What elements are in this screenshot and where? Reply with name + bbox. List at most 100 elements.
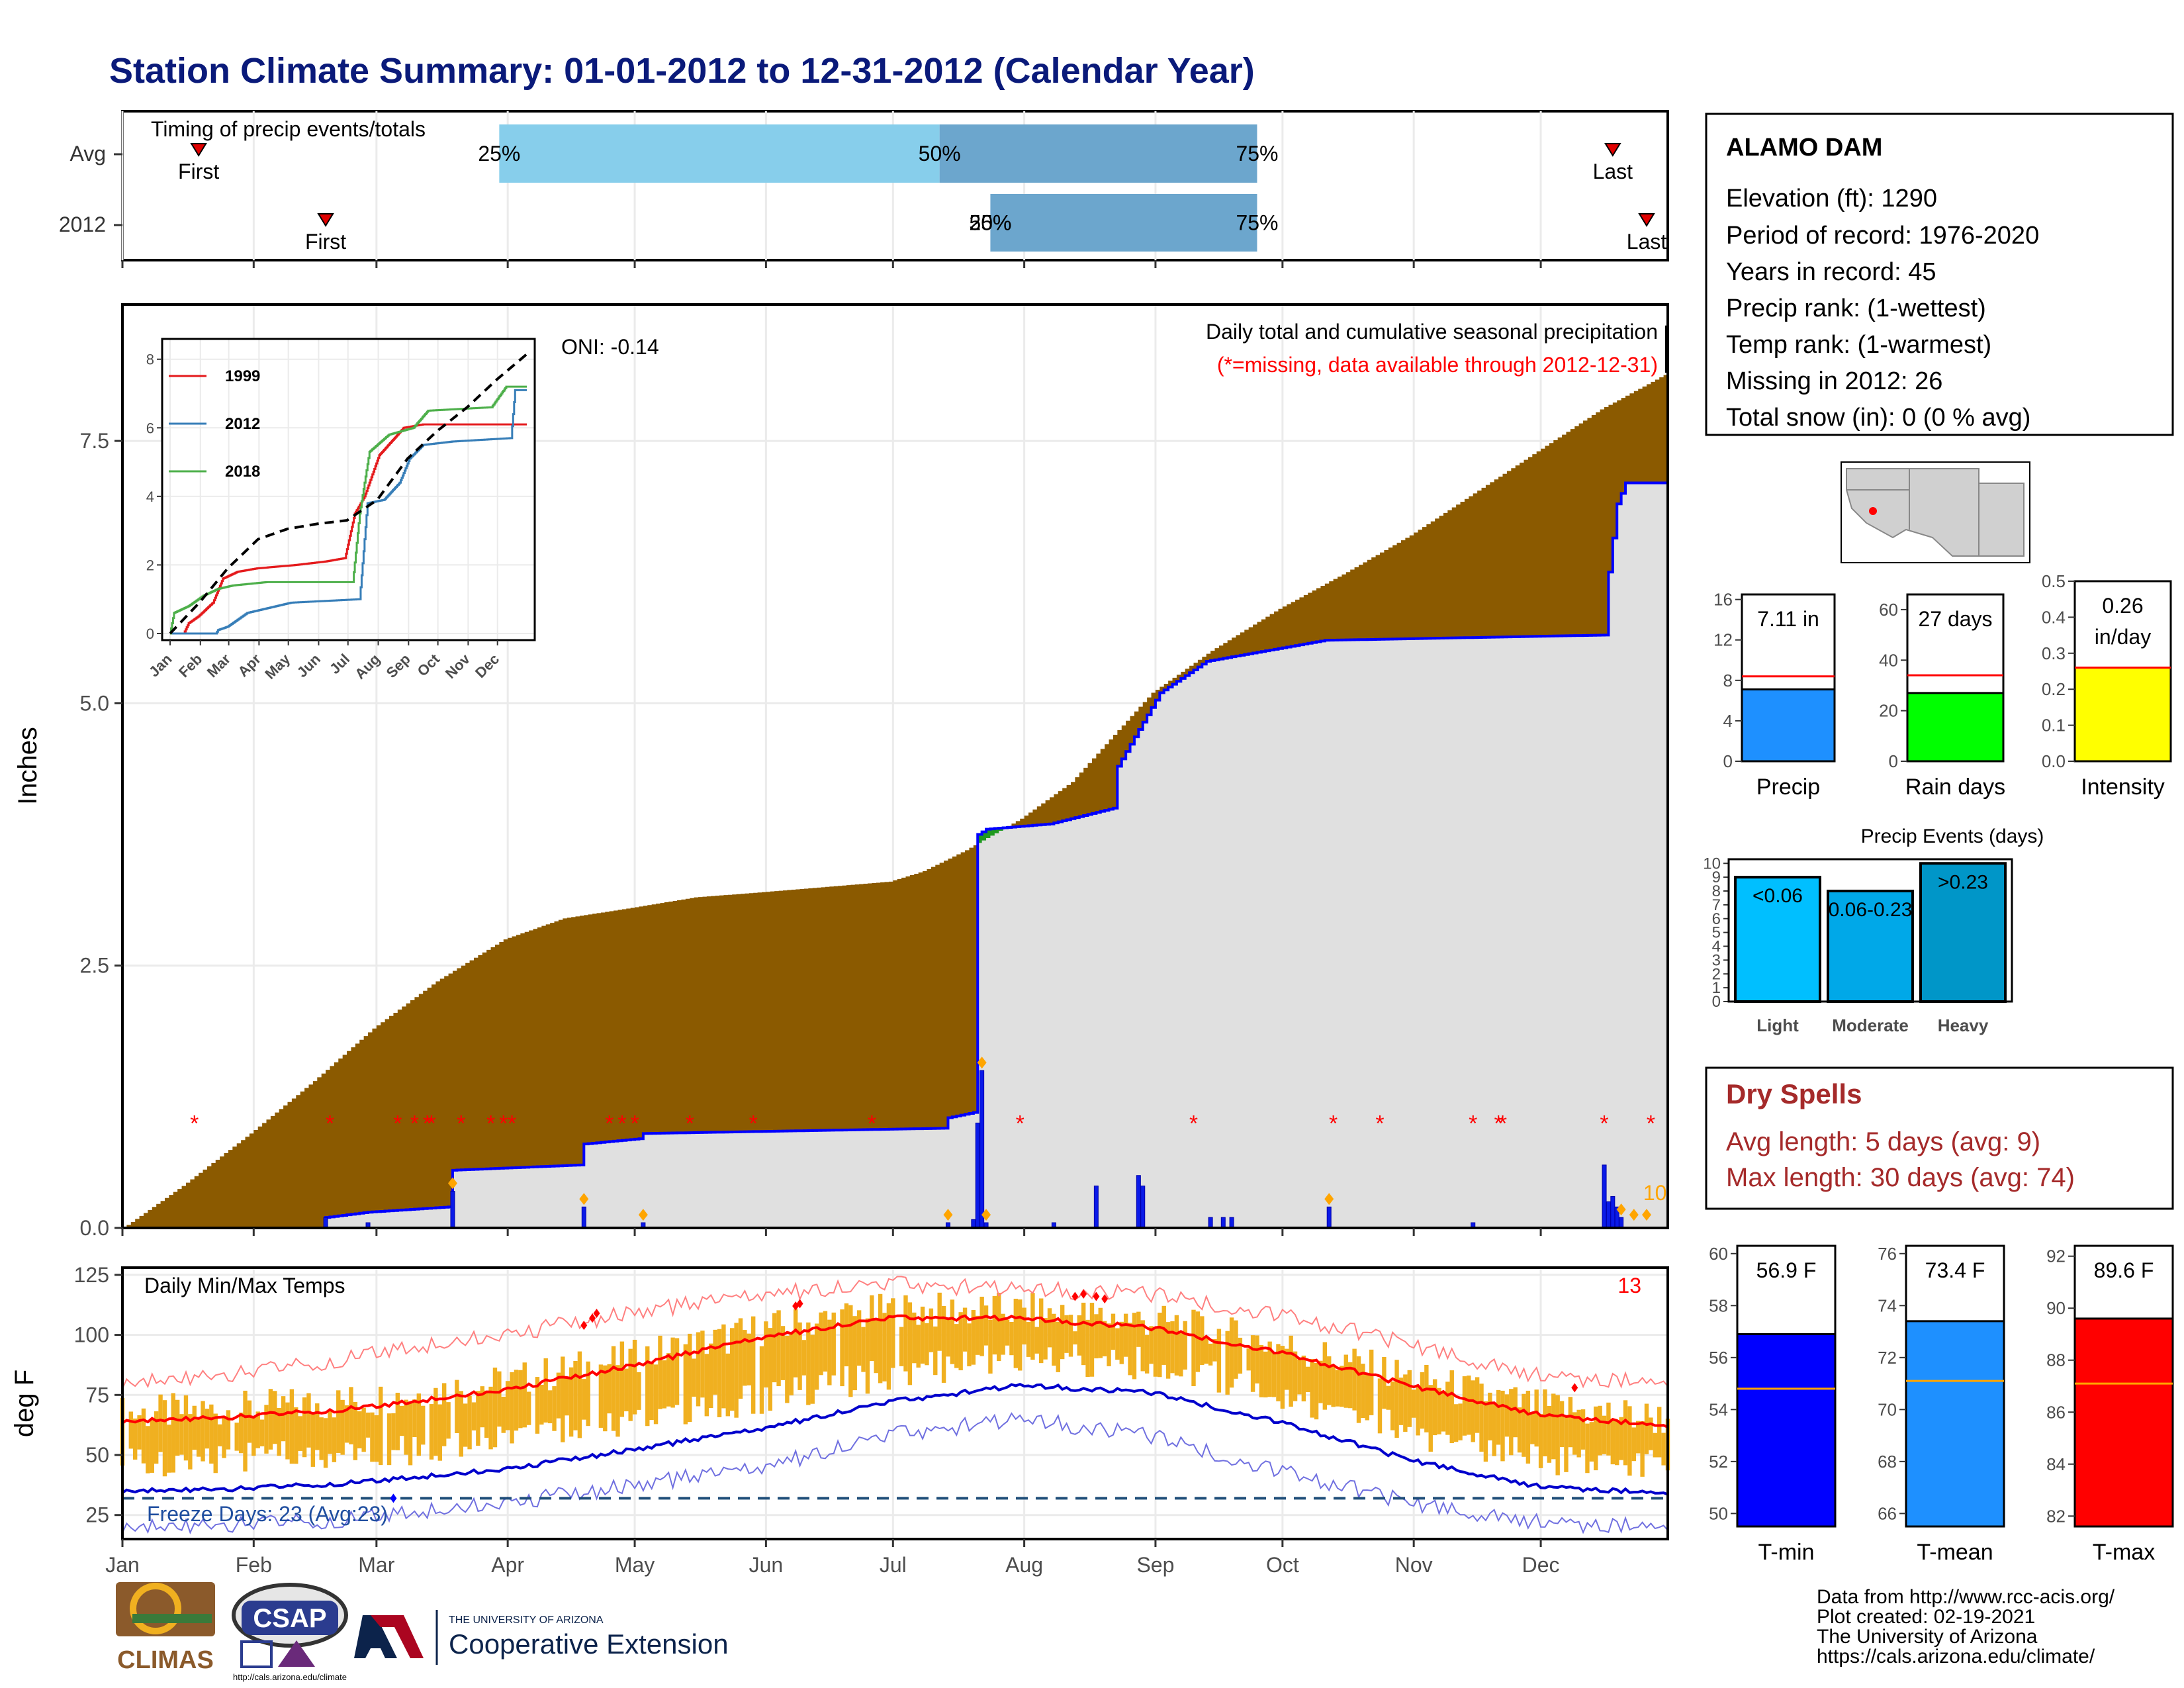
daily-temp-bar (433, 1387, 438, 1456)
temp-xtick-label: Oct (1266, 1553, 1299, 1577)
daily-temp-bar (1377, 1378, 1383, 1434)
daily-temp-bar (391, 1413, 396, 1450)
daily-temp-bar (598, 1364, 604, 1428)
daily-temp-bar (310, 1412, 316, 1467)
daily-temp-bar (797, 1322, 802, 1390)
daily-temp-bar (988, 1319, 993, 1374)
precip-summary-ytick-label: 0 (1889, 751, 1898, 771)
station-box-frame (1705, 113, 2174, 436)
daily-temp-bar (1191, 1309, 1196, 1387)
daily-temp-bar (920, 1306, 925, 1364)
daily-temp-bar (441, 1383, 447, 1446)
daily-temp-bar (1310, 1358, 1314, 1418)
daily-temp-bar (361, 1407, 366, 1452)
events-category-label: Moderate (1832, 1015, 1909, 1035)
daily-temp-bar (1585, 1423, 1590, 1474)
daily-temp-bar (971, 1310, 976, 1365)
station-line-elevation: Elevation (ft): 1290 (1726, 185, 1937, 212)
daily-temp-bar (666, 1353, 671, 1407)
daily-temp-bar (565, 1377, 569, 1416)
event-marker (1324, 1193, 1334, 1205)
daily-temp-bar (1636, 1421, 1641, 1454)
daily-temp-bar (1525, 1390, 1531, 1464)
daily-temp-bar (154, 1411, 159, 1464)
csap-logo: CSAP http://cals.arizona.edu/climate (232, 1583, 348, 1682)
daily-temp-bar (1361, 1364, 1365, 1419)
daily-temp-bar (243, 1390, 248, 1472)
temp-summary-value-label: 89.6 F (2094, 1258, 2154, 1282)
daily-temp-bar (1212, 1338, 1217, 1362)
daily-temp-bar (344, 1405, 349, 1443)
daily-temp-bar (1136, 1311, 1141, 1347)
daily-temp-bar (1052, 1313, 1056, 1366)
daily-temp-bar (561, 1356, 565, 1442)
temp-summary-ytick-label: 68 (1878, 1452, 1897, 1472)
timing-last-label: Last (1627, 230, 1667, 254)
daily-temp-bar (1030, 1293, 1035, 1360)
daily-temp-bar (886, 1303, 891, 1390)
daily-temp-bar (582, 1379, 586, 1420)
missing-day-marker: * (868, 1111, 876, 1136)
temp-xtick-label: Aug (1005, 1553, 1043, 1577)
precip-summary-ytick-label: 8 (1723, 671, 1733, 690)
timing-title: Timing of precip events/totals (151, 117, 426, 141)
daily-precip-bar (1229, 1217, 1234, 1229)
daily-temp-bar (997, 1292, 1001, 1361)
csap-logo-text: CSAP (253, 1604, 326, 1633)
daily-temp-bar (658, 1335, 662, 1409)
daily-temp-bar (259, 1419, 265, 1446)
daily-temp-bar (400, 1405, 404, 1436)
temp-frame (121, 1266, 1669, 1540)
daily-temp-bar (150, 1419, 154, 1473)
daily-temp-bar (1488, 1392, 1492, 1440)
missing-day-marker: * (605, 1111, 614, 1136)
daily-temp-bar (1382, 1357, 1387, 1409)
daily-temp-bar (306, 1393, 311, 1448)
daily-precip-bar (979, 1070, 985, 1229)
temp-ytick-label: 75 (85, 1383, 109, 1407)
daily-temp-bar (1589, 1422, 1594, 1462)
daily-temp-bar (1271, 1352, 1277, 1397)
daily-temp-bar (1394, 1360, 1399, 1438)
daily-temp-bar (844, 1303, 849, 1367)
daily-temp-bar (1479, 1383, 1484, 1452)
daily-temp-bar (213, 1413, 218, 1474)
missing-day-marker: * (326, 1111, 334, 1136)
temp-summary-bar (1736, 1333, 1837, 1528)
daily-temp-bar (1509, 1389, 1514, 1456)
daily-temp-bar (1204, 1336, 1208, 1364)
daily-temp-bar (357, 1411, 362, 1448)
main-subtitle: (*=missing, data available through 2012-… (1217, 353, 1658, 377)
timing-label-75: 75% (1236, 211, 1278, 235)
daily-temp-bar (268, 1389, 273, 1450)
station-line-temp-rank: Temp rank: (1-warmest) (1726, 331, 1991, 359)
daily-temp-bar (543, 1358, 548, 1423)
daily-temp-bar (137, 1415, 142, 1450)
timing-panel: Timing of precip events/totals 25% 50% 75%… (59, 110, 1669, 268)
event-marker (1616, 1203, 1626, 1216)
daily-temp-bar (349, 1387, 353, 1444)
daily-temp-bar (1276, 1344, 1281, 1401)
daily-temp-bar (649, 1362, 654, 1421)
daily-temp-bar (547, 1390, 553, 1424)
daily-precip-bar (323, 1217, 328, 1229)
daily-temp-bar (1123, 1313, 1128, 1357)
daily-temp-bar (336, 1390, 341, 1453)
main-title: Daily total and cumulative seasonal prec… (1206, 320, 1658, 344)
inset-legend: 1999 2012 2018 (169, 367, 260, 481)
daily-temp-bar (1424, 1364, 1429, 1432)
daily-temp-bar (379, 1386, 383, 1466)
daily-temp-bar (1335, 1370, 1340, 1407)
daily-temp-bar (255, 1411, 260, 1448)
precip-summary-ytick-label: 0.4 (2042, 607, 2066, 627)
precip-summary-ytick-label: 12 (1713, 630, 1733, 650)
temp-summary-ytick-label: 72 (1878, 1348, 1897, 1368)
precip-summary-ytick-label: 40 (1879, 650, 1898, 670)
station-line-missing: Missing in 2012: 26 (1726, 367, 1942, 395)
daily-temp-bar (891, 1298, 895, 1368)
timing-bar-q2 (990, 194, 1257, 252)
daily-temp-bar (624, 1368, 629, 1412)
events-bar-label: 0.06-0.23 (1829, 899, 1913, 921)
temp-xtick-label: Jun (749, 1553, 784, 1577)
daily-temp-bar (1318, 1360, 1323, 1403)
